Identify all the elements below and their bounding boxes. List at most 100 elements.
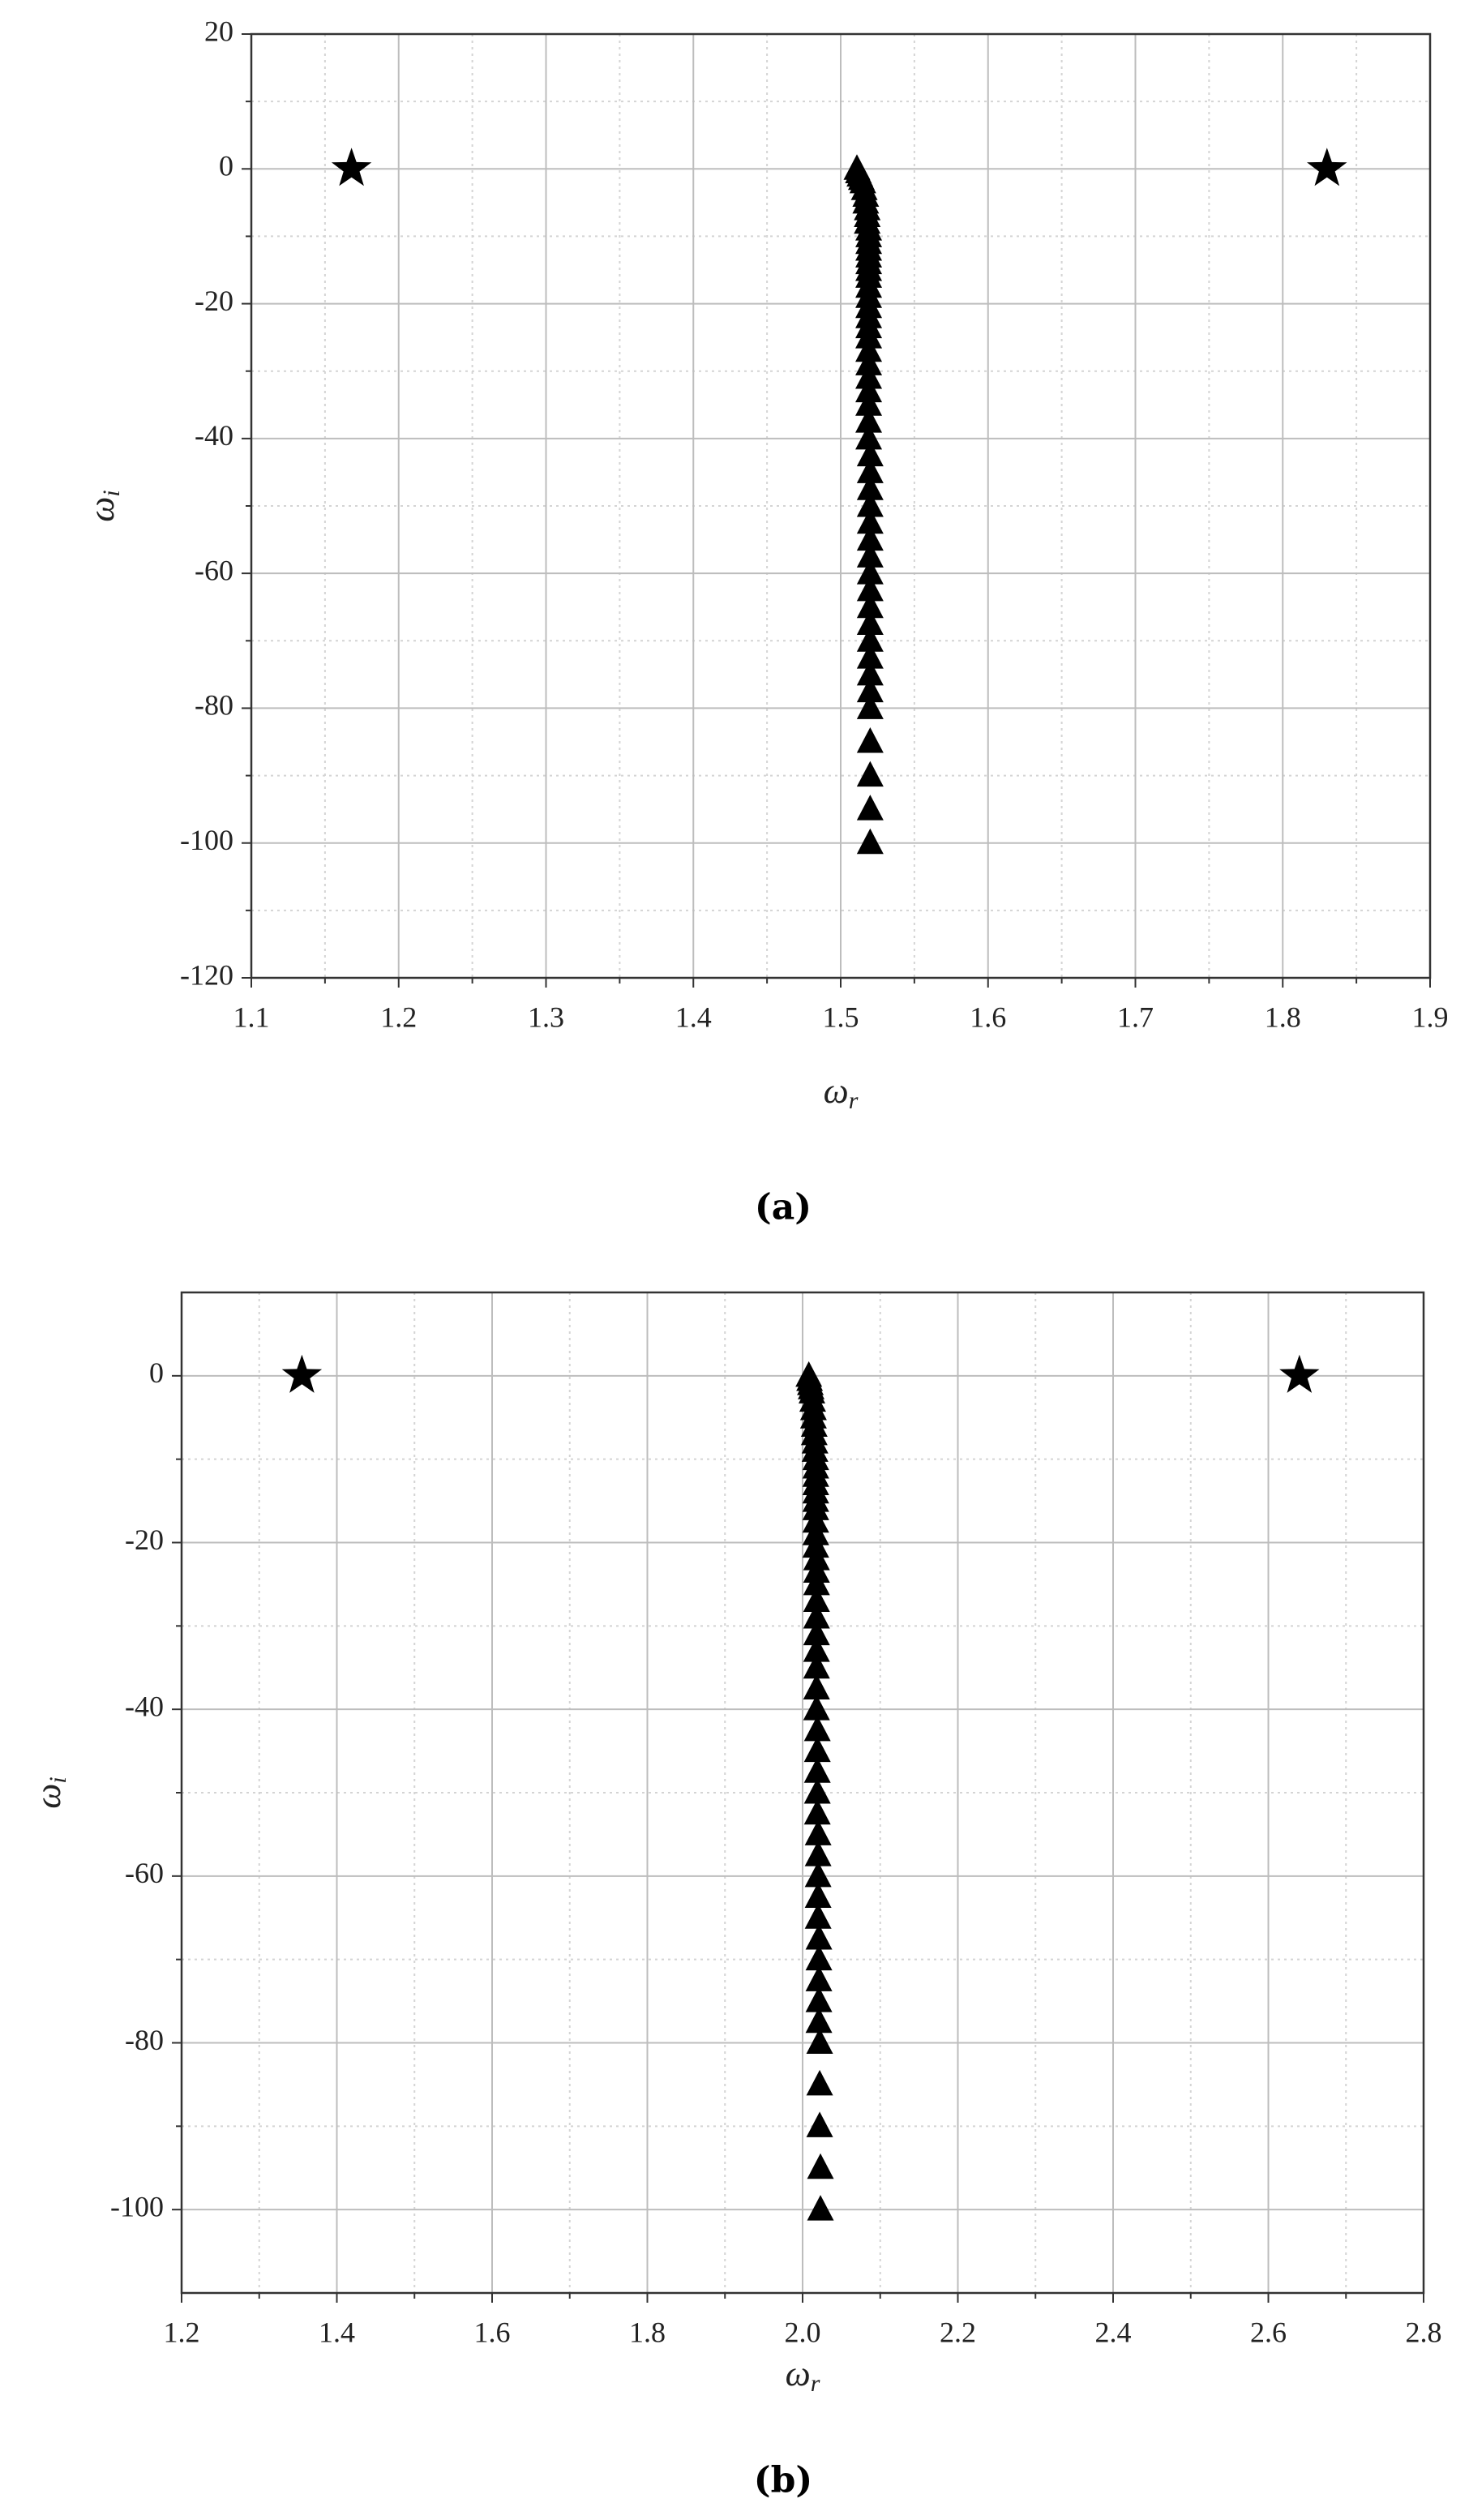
star-marker: [331, 148, 372, 186]
y-tick-label: -40: [195, 419, 233, 452]
triangle-marker: [856, 542, 884, 568]
triangle-marker: [856, 508, 884, 534]
y-axis-subscript: i: [45, 1776, 71, 1783]
triangle-marker: [803, 1674, 830, 1699]
x-tick-label: 1.1: [233, 1001, 270, 1033]
triangle-marker: [856, 457, 884, 483]
triangle-marker: [803, 1636, 830, 1662]
triangle-marker: [806, 2111, 833, 2137]
triangle-marker: [802, 1532, 829, 1558]
x-tick-label: 2.2: [940, 2316, 976, 2348]
triangle-marker: [855, 349, 883, 375]
triangle-marker: [805, 1944, 833, 1971]
x-tick-label: 2.8: [1406, 2316, 1442, 2348]
x-tick-label: 1.4: [675, 1001, 712, 1033]
x-axis-symbol: ω: [824, 1071, 849, 1111]
triangle-marker: [803, 1603, 830, 1629]
triangle-marker: [856, 693, 884, 719]
y-axis-symbol: ω: [82, 497, 122, 522]
y-axis-label: ωi: [28, 1776, 71, 1808]
star-marker: [281, 1354, 323, 1393]
y-tick-label: -20: [125, 1524, 164, 1556]
y-tick-label: -120: [180, 958, 233, 991]
y-tick-label: -60: [125, 1857, 164, 1889]
triangle-marker: [803, 1798, 831, 1825]
plot-frame: [250, 32, 1432, 979]
triangle-marker: [803, 1736, 831, 1763]
triangle-marker: [803, 1652, 830, 1679]
triangle-marker: [855, 423, 883, 450]
y-tick-label: 0: [149, 1356, 164, 1389]
triangle-marker: [803, 1586, 830, 1612]
caption: (a): [755, 1187, 812, 1228]
triangle-marker: [804, 1819, 832, 1845]
star-marker: [1279, 1354, 1320, 1393]
x-axis-label: ωr: [824, 1071, 859, 1114]
triangle-marker: [856, 474, 884, 500]
triangle-marker: [803, 1619, 830, 1646]
x-axis-subscript: r: [849, 1087, 859, 1114]
triangle-marker: [805, 2007, 833, 2034]
x-axis-symbol: ω: [786, 2354, 811, 2394]
triangle-marker: [803, 1757, 831, 1783]
triangle-marker: [803, 1778, 831, 1804]
triangle-marker: [856, 609, 884, 635]
x-tick-label: 1.6: [970, 1001, 1006, 1033]
triangle-marker: [804, 1841, 832, 1866]
triangle-marker: [805, 1965, 833, 1991]
star-marker: [1307, 148, 1347, 186]
triangle-marker: [855, 407, 883, 433]
x-tick-label: 1.2: [164, 2316, 200, 2348]
x-tick-label: 2.0: [785, 2316, 821, 2348]
triangle-marker: [807, 2195, 834, 2221]
triangle-marker: [855, 336, 883, 362]
triangle-marker: [807, 2153, 834, 2179]
triangle-marker: [856, 643, 884, 669]
x-tick-label: 2.4: [1095, 2316, 1132, 2348]
y-tick-label: -100: [180, 824, 233, 856]
triangle-marker: [856, 727, 884, 753]
y-tick-label: -100: [110, 2190, 164, 2222]
triangle-marker: [806, 2028, 833, 2054]
triangle-marker: [803, 1715, 831, 1742]
triangle-marker: [856, 795, 884, 821]
triangle-marker: [806, 2069, 833, 2096]
triangle-marker: [856, 828, 884, 855]
triangle-marker: [805, 1923, 833, 1950]
y-tick-label: -80: [125, 2024, 164, 2056]
triangle-marker: [855, 323, 883, 349]
triangle-marker: [856, 626, 884, 652]
y-axis-label: ωi: [82, 490, 125, 521]
x-axis-subscript: r: [811, 2370, 820, 2397]
triangle-marker: [856, 761, 884, 787]
y-tick-label: -60: [195, 554, 233, 586]
triangle-marker: [803, 1569, 830, 1596]
x-tick-label: 1.6: [474, 2316, 511, 2348]
chart: 1.1 1.2 1.3 1.4 1.5 1.6 1.7 1.8 1.9 20 0 -20 -40 -60 -…: [82, 15, 1448, 1228]
triangle-marker: [855, 363, 883, 389]
y-tick-label: -40: [125, 1690, 164, 1722]
triangle-marker: [856, 659, 884, 686]
y-axis-subscript: i: [98, 490, 125, 496]
triangle-marker: [856, 676, 884, 703]
x-axis-label: ωr: [786, 2354, 820, 2397]
triangle-marker: [804, 1882, 832, 1909]
y-tick-label: 20: [204, 15, 233, 47]
x-tick-label: 1.9: [1412, 1001, 1449, 1033]
triangle-marker: [855, 376, 883, 403]
triangle-marker: [805, 1986, 833, 2012]
triangle-marker: [856, 559, 884, 585]
triangle-marker: [856, 575, 884, 602]
chart: 1.2 1.4 1.6 1.8 2.0 2.2 2.4 2.6 2.8 0 -20 -40 -60 -80…: [28, 1291, 1442, 2501]
x-tick-label: 1.3: [528, 1001, 564, 1033]
caption: (b): [754, 2460, 812, 2501]
x-tick-label: 1.4: [319, 2316, 355, 2348]
y-tick-label: 0: [219, 150, 233, 182]
triangle-marker: [804, 1903, 832, 1929]
triangle-marker: [803, 1695, 830, 1721]
x-tick-label: 1.8: [629, 2316, 666, 2348]
y-tick-label: -80: [195, 689, 233, 722]
x-tick-label: 1.5: [823, 1001, 859, 1033]
triangle-marker: [804, 1861, 832, 1888]
